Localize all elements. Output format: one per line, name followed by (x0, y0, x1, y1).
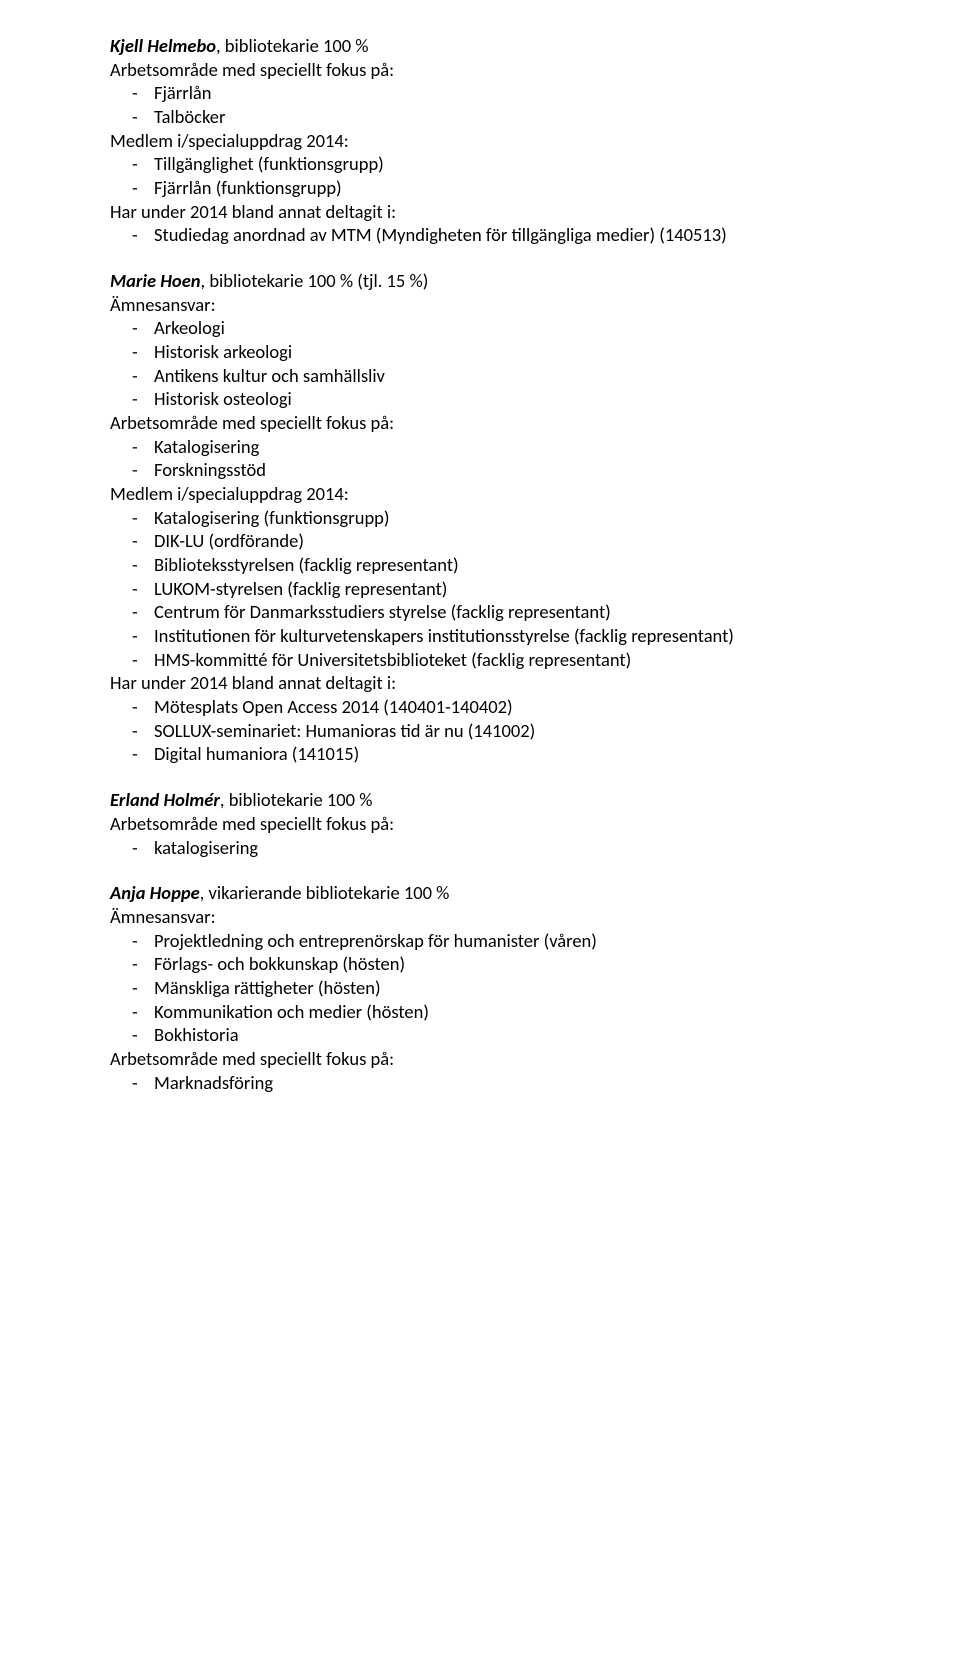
person-name: Kjell Helmebo (110, 34, 216, 57)
list-item: Biblioteksstyrelsen (facklig representan… (110, 553, 850, 577)
list-item: Kommunikation och medier (hösten) (110, 1000, 850, 1024)
arbetsomrade-heading: Arbetsområde med speciellt fokus på: (110, 812, 850, 836)
list-item: Mänskliga rättigheter (hösten) (110, 976, 850, 1000)
person-role: , bibliotekarie 100 % (220, 788, 373, 811)
har-under-heading: Har under 2014 bland annat deltagit i: (110, 200, 850, 224)
amnesansvar-list: Projektledning och entreprenörskap för h… (110, 929, 850, 1047)
har-under-heading: Har under 2014 bland annat deltagit i: (110, 671, 850, 695)
list-item: Mötesplats Open Access 2014 (140401-1404… (110, 695, 850, 719)
person-name: Anja Hoppe (110, 881, 200, 904)
list-item: Antikens kultur och samhällsliv (110, 364, 850, 388)
list-item: DIK-LU (ordförande) (110, 529, 850, 553)
medlem-list: Tillgänglighet (funktionsgrupp) Fjärrlån… (110, 152, 850, 199)
list-item: Forskningsstöd (110, 458, 850, 482)
list-item: Fjärrlån (funktionsgrupp) (110, 176, 850, 200)
person-line: Anja Hoppe, vikarierande bibliotekarie 1… (110, 881, 850, 905)
list-item: Tillgänglighet (funktionsgrupp) (110, 152, 850, 176)
arbetsomrade-list: katalogisering (110, 836, 850, 860)
person-line: Erland Holmér, bibliotekarie 100 % (110, 788, 850, 812)
person-line: Marie Hoen, bibliotekarie 100 % (tjl. 15… (110, 269, 850, 293)
list-item: Institutionen för kulturvetenskapers ins… (110, 624, 850, 648)
amnesansvar-list: Arkeologi Historisk arkeologi Antikens k… (110, 316, 850, 411)
list-item: Centrum för Danmarksstudiers styrelse (f… (110, 600, 850, 624)
medlem-heading: Medlem i/specialuppdrag 2014: (110, 129, 850, 153)
person-section: Anja Hoppe, vikarierande bibliotekarie 1… (110, 881, 850, 1094)
person-role: , bibliotekarie 100 % (tjl. 15 %) (201, 269, 429, 292)
list-item: katalogisering (110, 836, 850, 860)
list-item: Katalogisering (110, 435, 850, 459)
list-item: Historisk osteologi (110, 387, 850, 411)
list-item: Talböcker (110, 105, 850, 129)
list-item: Marknadsföring (110, 1071, 850, 1095)
har-under-list: Studiedag anordnad av MTM (Myndigheten f… (110, 223, 850, 247)
list-item: Förlags- och bokkunskap (hösten) (110, 952, 850, 976)
har-under-list: Mötesplats Open Access 2014 (140401-1404… (110, 695, 850, 766)
person-section: Marie Hoen, bibliotekarie 100 % (tjl. 15… (110, 269, 850, 766)
medlem-list: Katalogisering (funktionsgrupp) DIK-LU (… (110, 506, 850, 672)
arbetsomrade-heading: Arbetsområde med speciellt fokus på: (110, 411, 850, 435)
list-item: Projektledning och entreprenörskap för h… (110, 929, 850, 953)
list-item: HMS-kommitté för Universitetsbiblioteket… (110, 648, 850, 672)
person-name: Erland Holmér (110, 788, 220, 811)
person-section: Kjell Helmebo, bibliotekarie 100 % Arbet… (110, 34, 850, 247)
list-item: Digital humaniora (141015) (110, 742, 850, 766)
list-item: LUKOM-styrelsen (facklig representant) (110, 577, 850, 601)
arbetsomrade-list: Katalogisering Forskningsstöd (110, 435, 850, 482)
document-page: Kjell Helmebo, bibliotekarie 100 % Arbet… (0, 0, 960, 1678)
list-item: Bokhistoria (110, 1023, 850, 1047)
list-item: Katalogisering (funktionsgrupp) (110, 506, 850, 530)
list-item: Fjärrlån (110, 81, 850, 105)
person-section: Erland Holmér, bibliotekarie 100 % Arbet… (110, 788, 850, 859)
amnesansvar-heading: Ämnesansvar: (110, 293, 850, 317)
person-role: , bibliotekarie 100 % (216, 34, 369, 57)
arbetsomrade-list: Fjärrlån Talböcker (110, 81, 850, 128)
list-item: Studiedag anordnad av MTM (Myndigheten f… (110, 223, 850, 247)
person-line: Kjell Helmebo, bibliotekarie 100 % (110, 34, 850, 58)
amnesansvar-heading: Ämnesansvar: (110, 905, 850, 929)
list-item: SOLLUX-seminariet: Humanioras tid är nu … (110, 719, 850, 743)
arbetsomrade-heading: Arbetsområde med speciellt fokus på: (110, 58, 850, 82)
arbetsomrade-list: Marknadsföring (110, 1071, 850, 1095)
person-name: Marie Hoen (110, 269, 201, 292)
person-role: , vikarierande bibliotekarie 100 % (200, 881, 450, 904)
list-item: Historisk arkeologi (110, 340, 850, 364)
arbetsomrade-heading: Arbetsområde med speciellt fokus på: (110, 1047, 850, 1071)
medlem-heading: Medlem i/specialuppdrag 2014: (110, 482, 850, 506)
list-item: Arkeologi (110, 316, 850, 340)
